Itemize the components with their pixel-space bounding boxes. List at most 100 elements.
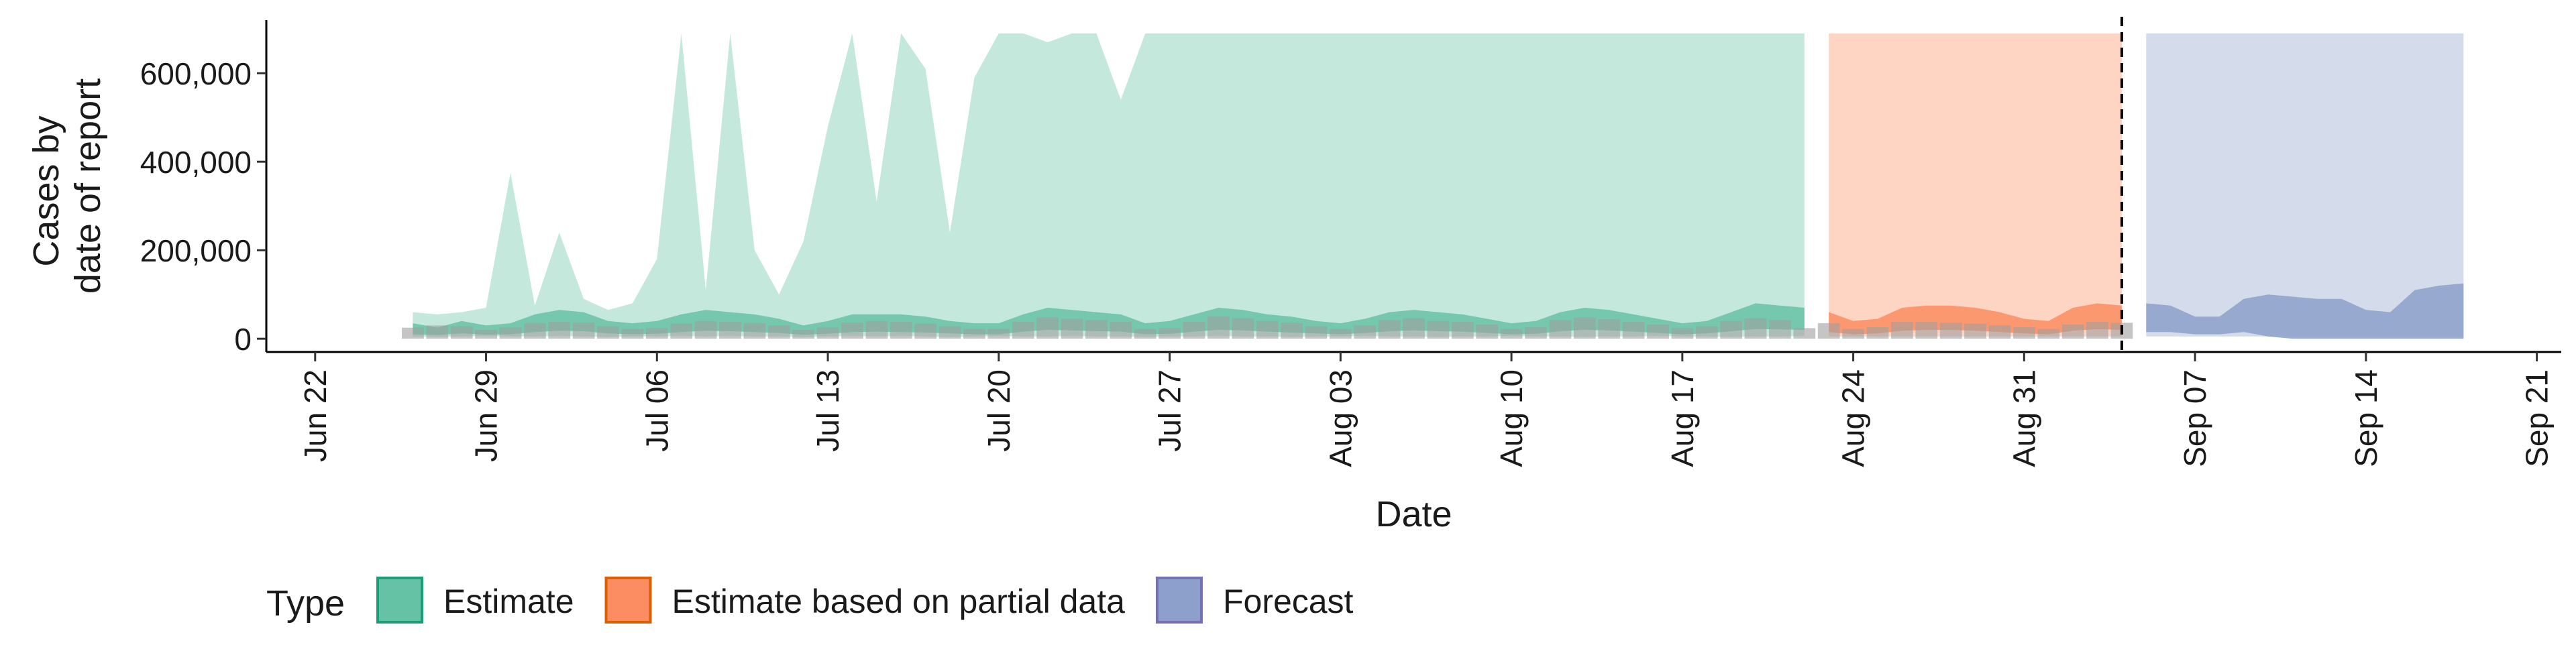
reported-cases-bar bbox=[865, 320, 888, 339]
legend-label: Estimate based on partial data bbox=[672, 583, 1126, 620]
reported-cases-bar bbox=[1061, 318, 1083, 339]
reported-cases-bar bbox=[1573, 317, 1596, 339]
reported-cases-bar bbox=[767, 325, 790, 339]
y-tick-label: 400,000 bbox=[140, 145, 252, 180]
reported-cases-bar bbox=[987, 329, 1010, 339]
reported-cases-bar bbox=[914, 323, 937, 339]
reported-cases-bar bbox=[1159, 328, 1181, 339]
reported-cases-bar bbox=[1134, 329, 1157, 339]
reported-cases-bar bbox=[1085, 320, 1108, 339]
reported-cases-bar bbox=[1427, 320, 1450, 339]
reported-cases-bar bbox=[719, 322, 741, 339]
reported-cases-bar bbox=[1939, 322, 1962, 339]
reported-cases-bar bbox=[1769, 320, 1791, 339]
reported-cases-bar bbox=[841, 322, 863, 339]
legend-swatch bbox=[604, 577, 652, 624]
x-tick-label: Aug 10 bbox=[1494, 369, 1529, 467]
x-tick-label: Aug 17 bbox=[1665, 369, 1700, 467]
x-tick-label: Jul 06 bbox=[639, 369, 674, 452]
legend-item-estimate-based-on-partial-data: Estimate based on partial data bbox=[604, 577, 1126, 624]
x-tick-label: Aug 31 bbox=[2006, 369, 2041, 467]
reported-cases-bar bbox=[475, 330, 497, 339]
reported-cases-bar bbox=[1842, 329, 1864, 339]
estimate-outer-band bbox=[413, 33, 1805, 337]
reported-cases-bar bbox=[2086, 322, 2108, 339]
reported-cases-bar bbox=[1036, 317, 1059, 339]
reported-cases-bar bbox=[645, 328, 668, 339]
reported-cases-bar bbox=[1403, 318, 1425, 339]
reported-cases-bar bbox=[670, 323, 693, 339]
reported-cases-bar bbox=[938, 326, 961, 339]
reported-cases-bar bbox=[402, 327, 424, 339]
x-tick-label: Aug 03 bbox=[1323, 369, 1358, 467]
legend-items: Estimate Estimate based on partial data Fo… bbox=[376, 577, 1354, 624]
reported-cases-bar bbox=[621, 329, 644, 339]
reported-cases-bar bbox=[1964, 323, 1986, 339]
legend-label: Forecast bbox=[1223, 583, 1354, 620]
x-axis-title: Date bbox=[1375, 494, 1452, 534]
y-axis-ticks: 0 200,000 400,000 600,000 bbox=[140, 56, 266, 357]
forecast-inner-band bbox=[2146, 283, 2464, 339]
reported-cases-bar bbox=[1744, 318, 1767, 339]
x-tick-label: Jun 22 bbox=[298, 369, 333, 462]
reported-cases-bar bbox=[1671, 328, 1694, 339]
reported-cases-bar bbox=[1208, 316, 1230, 339]
reported-cases-bar bbox=[816, 327, 839, 339]
x-tick-label: Jul 20 bbox=[981, 369, 1016, 452]
reported-cases-bar bbox=[1232, 318, 1254, 339]
reported-cases-bar bbox=[1305, 326, 1328, 339]
reported-cases-bar bbox=[1817, 323, 1840, 339]
plot-area bbox=[402, 17, 2464, 352]
legend-title: Type bbox=[266, 583, 345, 624]
reported-cases-bar bbox=[694, 320, 717, 339]
reported-cases-bar bbox=[1549, 320, 1572, 339]
reported-cases-bar bbox=[2061, 325, 2084, 339]
legend: Type Estimate Estimate based on partial d… bbox=[266, 577, 1354, 624]
reported-cases-bar bbox=[1525, 327, 1547, 339]
x-tick-label: Jul 13 bbox=[810, 369, 845, 452]
reported-cases-bar bbox=[572, 322, 595, 339]
reported-cases-bar bbox=[1329, 329, 1352, 339]
reported-cases-bar bbox=[597, 326, 619, 339]
reported-cases-bar bbox=[743, 323, 766, 339]
legend-swatch bbox=[376, 577, 423, 624]
reported-cases-bar bbox=[1891, 322, 1913, 339]
forecast-outer-band bbox=[2146, 33, 2464, 337]
y-axis-title: Cases by date of report bbox=[26, 78, 108, 294]
reported-cases-bar bbox=[1354, 325, 1377, 339]
x-tick-label: Jul 27 bbox=[1152, 369, 1187, 452]
estimate-based-on-partial-data-outer-band bbox=[1829, 33, 2122, 337]
y-axis-title-line-1: Cases by bbox=[26, 115, 66, 266]
reported-cases-bar bbox=[450, 326, 473, 339]
reported-cases-bar bbox=[1476, 325, 1499, 339]
reported-cases-bar bbox=[890, 322, 912, 339]
legend-item-forecast: Forecast bbox=[1155, 577, 1354, 624]
legend-label: Estimate bbox=[443, 583, 574, 620]
reported-cases-bar bbox=[1281, 322, 1303, 339]
x-tick-label: Sep 21 bbox=[2520, 369, 2555, 467]
reported-cases-bar bbox=[1647, 325, 1669, 339]
legend-item-estimate: Estimate bbox=[376, 577, 574, 624]
reported-cases-bar bbox=[1378, 320, 1401, 339]
x-axis-ticks: Jun 22 Jun 29 Jul 06 Jul 13 Jul 20 Jul 27 Aug … bbox=[298, 352, 2555, 467]
reported-cases-bar bbox=[1598, 319, 1621, 339]
reported-cases-bar bbox=[1793, 328, 1816, 339]
reported-cases-bar bbox=[1451, 322, 1474, 339]
reported-cases-bar bbox=[2013, 327, 2035, 339]
x-tick-label: Aug 24 bbox=[1836, 369, 1871, 467]
reported-cases-bar bbox=[1720, 320, 1742, 339]
reported-cases-bar bbox=[524, 323, 546, 339]
reported-cases-bar bbox=[963, 329, 985, 339]
x-tick-label: Jun 29 bbox=[469, 369, 504, 462]
reported-cases-bar bbox=[548, 322, 571, 339]
x-tick-label: Sep 14 bbox=[2349, 369, 2383, 467]
reported-cases-bar bbox=[1622, 322, 1645, 339]
reported-cases-bar bbox=[1183, 322, 1205, 339]
reported-cases-bar bbox=[1110, 322, 1132, 339]
axes: 0 200,000 400,000 600,000 Jun 22 Jun 29 Jul 0… bbox=[26, 20, 2561, 534]
reported-cases-bar bbox=[1012, 322, 1034, 339]
reported-cases-bar bbox=[792, 330, 815, 339]
reported-cases-bar bbox=[426, 325, 449, 339]
reported-cases-bar bbox=[1915, 322, 1938, 339]
